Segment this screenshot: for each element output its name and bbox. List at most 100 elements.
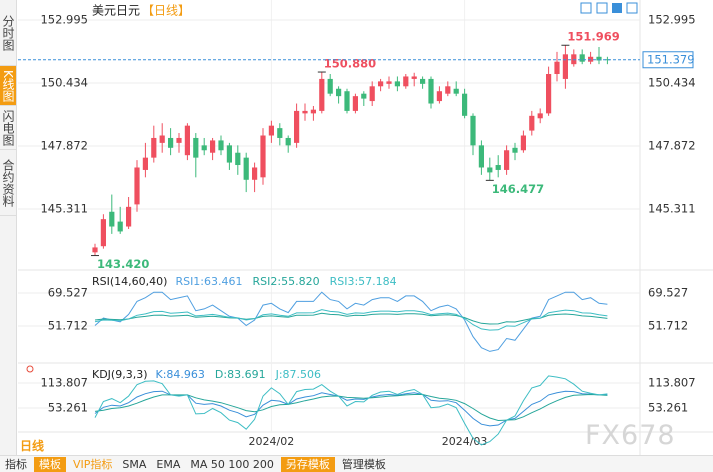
candle-body <box>184 125 190 156</box>
y-tick-label: 150.434 <box>648 76 696 90</box>
candle-body <box>504 150 510 170</box>
legend-entry: J:87.506 <box>275 368 321 381</box>
panel-title: RSI(14,60,40) <box>92 275 167 288</box>
tool-ema[interactable]: EMA <box>156 457 181 471</box>
y-tick-label: 53.261 <box>48 401 88 415</box>
x-tick-label: 2024/02 <box>249 435 295 448</box>
icon-fit[interactable] <box>596 2 608 14</box>
candle-body <box>168 137 174 148</box>
tool-ma[interactable]: MA 50 100 200 <box>190 457 274 471</box>
candle-body <box>462 93 468 116</box>
candle-body <box>529 115 535 131</box>
candle-body <box>344 91 350 111</box>
candle-body <box>571 54 577 65</box>
candle-body <box>159 135 165 143</box>
candle-body <box>512 147 518 153</box>
candle-body <box>369 86 375 102</box>
candle-body <box>336 88 342 97</box>
candle-body <box>210 140 216 153</box>
candle-body <box>352 96 358 111</box>
icon-settings[interactable] <box>626 2 638 14</box>
y-tick-label: 147.872 <box>648 139 696 153</box>
toolbar: 指标 模板 VIP指标 SMA EMA MA 50 100 200 另存模板 管… <box>0 455 713 472</box>
tool-vip[interactable]: VIP指标 <box>73 457 113 471</box>
annotation-label: 143.420 <box>97 257 149 271</box>
candle-body <box>285 137 291 146</box>
legend-entry: RSI3:57.184 <box>330 275 397 288</box>
indicator-line <box>94 291 608 352</box>
annotation-label: 150.880 <box>324 57 376 71</box>
tab-kline[interactable]: K线图 <box>0 66 17 106</box>
candle-body <box>201 145 207 151</box>
tool-template[interactable]: 模板 <box>34 456 66 472</box>
y-tick-label: 152.995 <box>40 13 88 27</box>
tool-manage[interactable]: 管理模板 <box>341 457 386 471</box>
candle-body <box>117 221 123 232</box>
candle-body <box>562 54 568 79</box>
candle-body <box>588 56 594 62</box>
candle-body <box>226 145 232 163</box>
x-tick-label: 2024/03 <box>442 435 488 448</box>
legend-entry: RSI1:63.461 <box>175 275 242 288</box>
watermark: FX678 <box>585 420 676 451</box>
candle-body <box>319 78 325 111</box>
y-tick-label: 145.311 <box>40 202 88 216</box>
candle-body <box>235 152 241 166</box>
chart-subtitle: 【日线】 <box>142 4 190 18</box>
tab-flash[interactable]: 闪电图 <box>0 106 17 150</box>
tool-indicator[interactable]: 指标 <box>5 457 27 471</box>
candle-body <box>142 157 148 170</box>
tab-timeshare[interactable]: 分时图 <box>0 0 17 66</box>
candle-body <box>445 86 451 94</box>
candle-body <box>151 137 157 158</box>
candle-body <box>579 54 585 62</box>
candle-body <box>327 78 333 94</box>
candle-body <box>537 113 543 119</box>
toolbar-icons <box>580 2 638 14</box>
kdj-icon[interactable] <box>26 365 34 373</box>
candle-body <box>252 167 258 180</box>
tool-save[interactable]: 另存模板 <box>280 456 335 472</box>
indicator-line <box>94 375 608 446</box>
candle-body <box>378 81 384 87</box>
last-price-label: 151.379 <box>647 52 695 66</box>
y-tick-label: 152.995 <box>648 13 696 27</box>
y-tick-label: 51.712 <box>648 319 688 333</box>
period-label[interactable]: 日线 <box>20 439 45 453</box>
candle-body <box>268 125 274 136</box>
tool-sma[interactable]: SMA <box>122 457 147 471</box>
legend-entry: K:84.963 <box>156 368 205 381</box>
candle-body <box>436 91 442 102</box>
y-tick-label: 53.261 <box>648 401 688 415</box>
candle-body <box>386 81 392 84</box>
chart: 美元日元 【日线】 2024/02 2024/03 152.995 152.995 15… <box>18 0 713 455</box>
candle-body <box>218 140 224 151</box>
candle-body <box>596 56 602 61</box>
y-tick-label: 113.807 <box>40 376 88 390</box>
annotation-label: 146.477 <box>492 182 544 196</box>
tab-contract[interactable]: 合约资料 <box>0 150 17 216</box>
icon-back[interactable] <box>612 3 622 13</box>
candle-body <box>193 137 199 158</box>
y-tick-label: 147.872 <box>40 139 88 153</box>
candle-body <box>302 110 308 114</box>
candle-body <box>554 61 560 75</box>
candle-body <box>487 167 493 173</box>
candle-body <box>470 115 476 146</box>
sidebar-fill <box>0 216 17 455</box>
indicator-line <box>94 312 608 325</box>
legend-entry: RSI2:55.820 <box>253 275 320 288</box>
candle-body <box>243 157 249 180</box>
candle-body <box>126 206 132 227</box>
icon-zoom[interactable] <box>580 2 592 14</box>
candle-body <box>109 211 115 227</box>
indicator-line <box>94 393 608 422</box>
candle-body <box>134 167 140 205</box>
candle-body <box>394 81 400 87</box>
last-price-box <box>642 51 694 69</box>
candle-body <box>176 137 182 143</box>
annotation-label: 151.969 <box>567 30 619 44</box>
candle-body <box>478 145 484 168</box>
candle-body <box>428 78 434 104</box>
